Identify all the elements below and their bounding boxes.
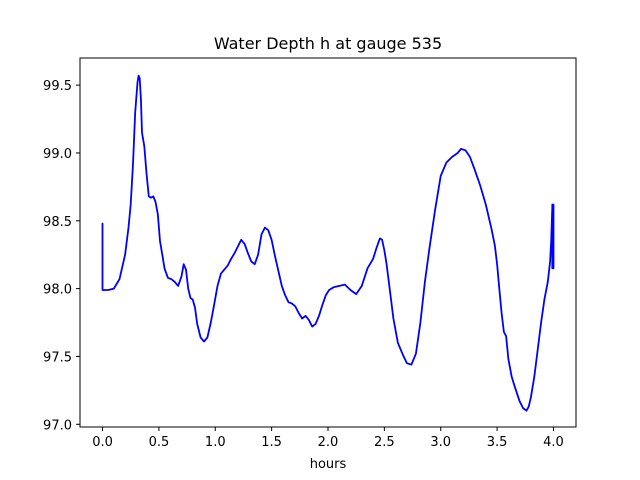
x-tick-label: 3.0 bbox=[430, 435, 451, 450]
x-tick-label: 3.5 bbox=[487, 435, 508, 450]
x-tick-label: 2.5 bbox=[374, 435, 395, 450]
y-tick-label: 97.5 bbox=[43, 350, 72, 365]
y-tick-label: 98.0 bbox=[43, 283, 72, 298]
x-tick-label: 1.0 bbox=[205, 435, 226, 450]
y-tick-label: 99.0 bbox=[43, 147, 72, 162]
x-tick-label: 2.0 bbox=[318, 435, 339, 450]
series-line-0 bbox=[101, 74, 555, 412]
y-axis: 97.0 97.5 98.0 98.5 99.0 99.5 bbox=[43, 79, 80, 433]
x-tick-label: 1.5 bbox=[261, 435, 282, 450]
chart-title: Water Depth h at gauge 535 bbox=[214, 34, 442, 53]
x-axis-label: hours bbox=[310, 457, 347, 472]
y-tick-label: 99.5 bbox=[43, 79, 72, 94]
y-tick-label: 97.0 bbox=[43, 418, 72, 433]
x-axis: 0.0 0.5 1.0 1.5 2.0 2.5 3.0 3.5 4.0 bbox=[92, 427, 564, 450]
x-tick-label: 0.5 bbox=[149, 435, 170, 450]
x-tick-label: 0.0 bbox=[92, 435, 113, 450]
x-tick-label: 4.0 bbox=[543, 435, 564, 450]
y-tick-label: 98.5 bbox=[43, 215, 72, 230]
data-layer bbox=[101, 74, 555, 412]
